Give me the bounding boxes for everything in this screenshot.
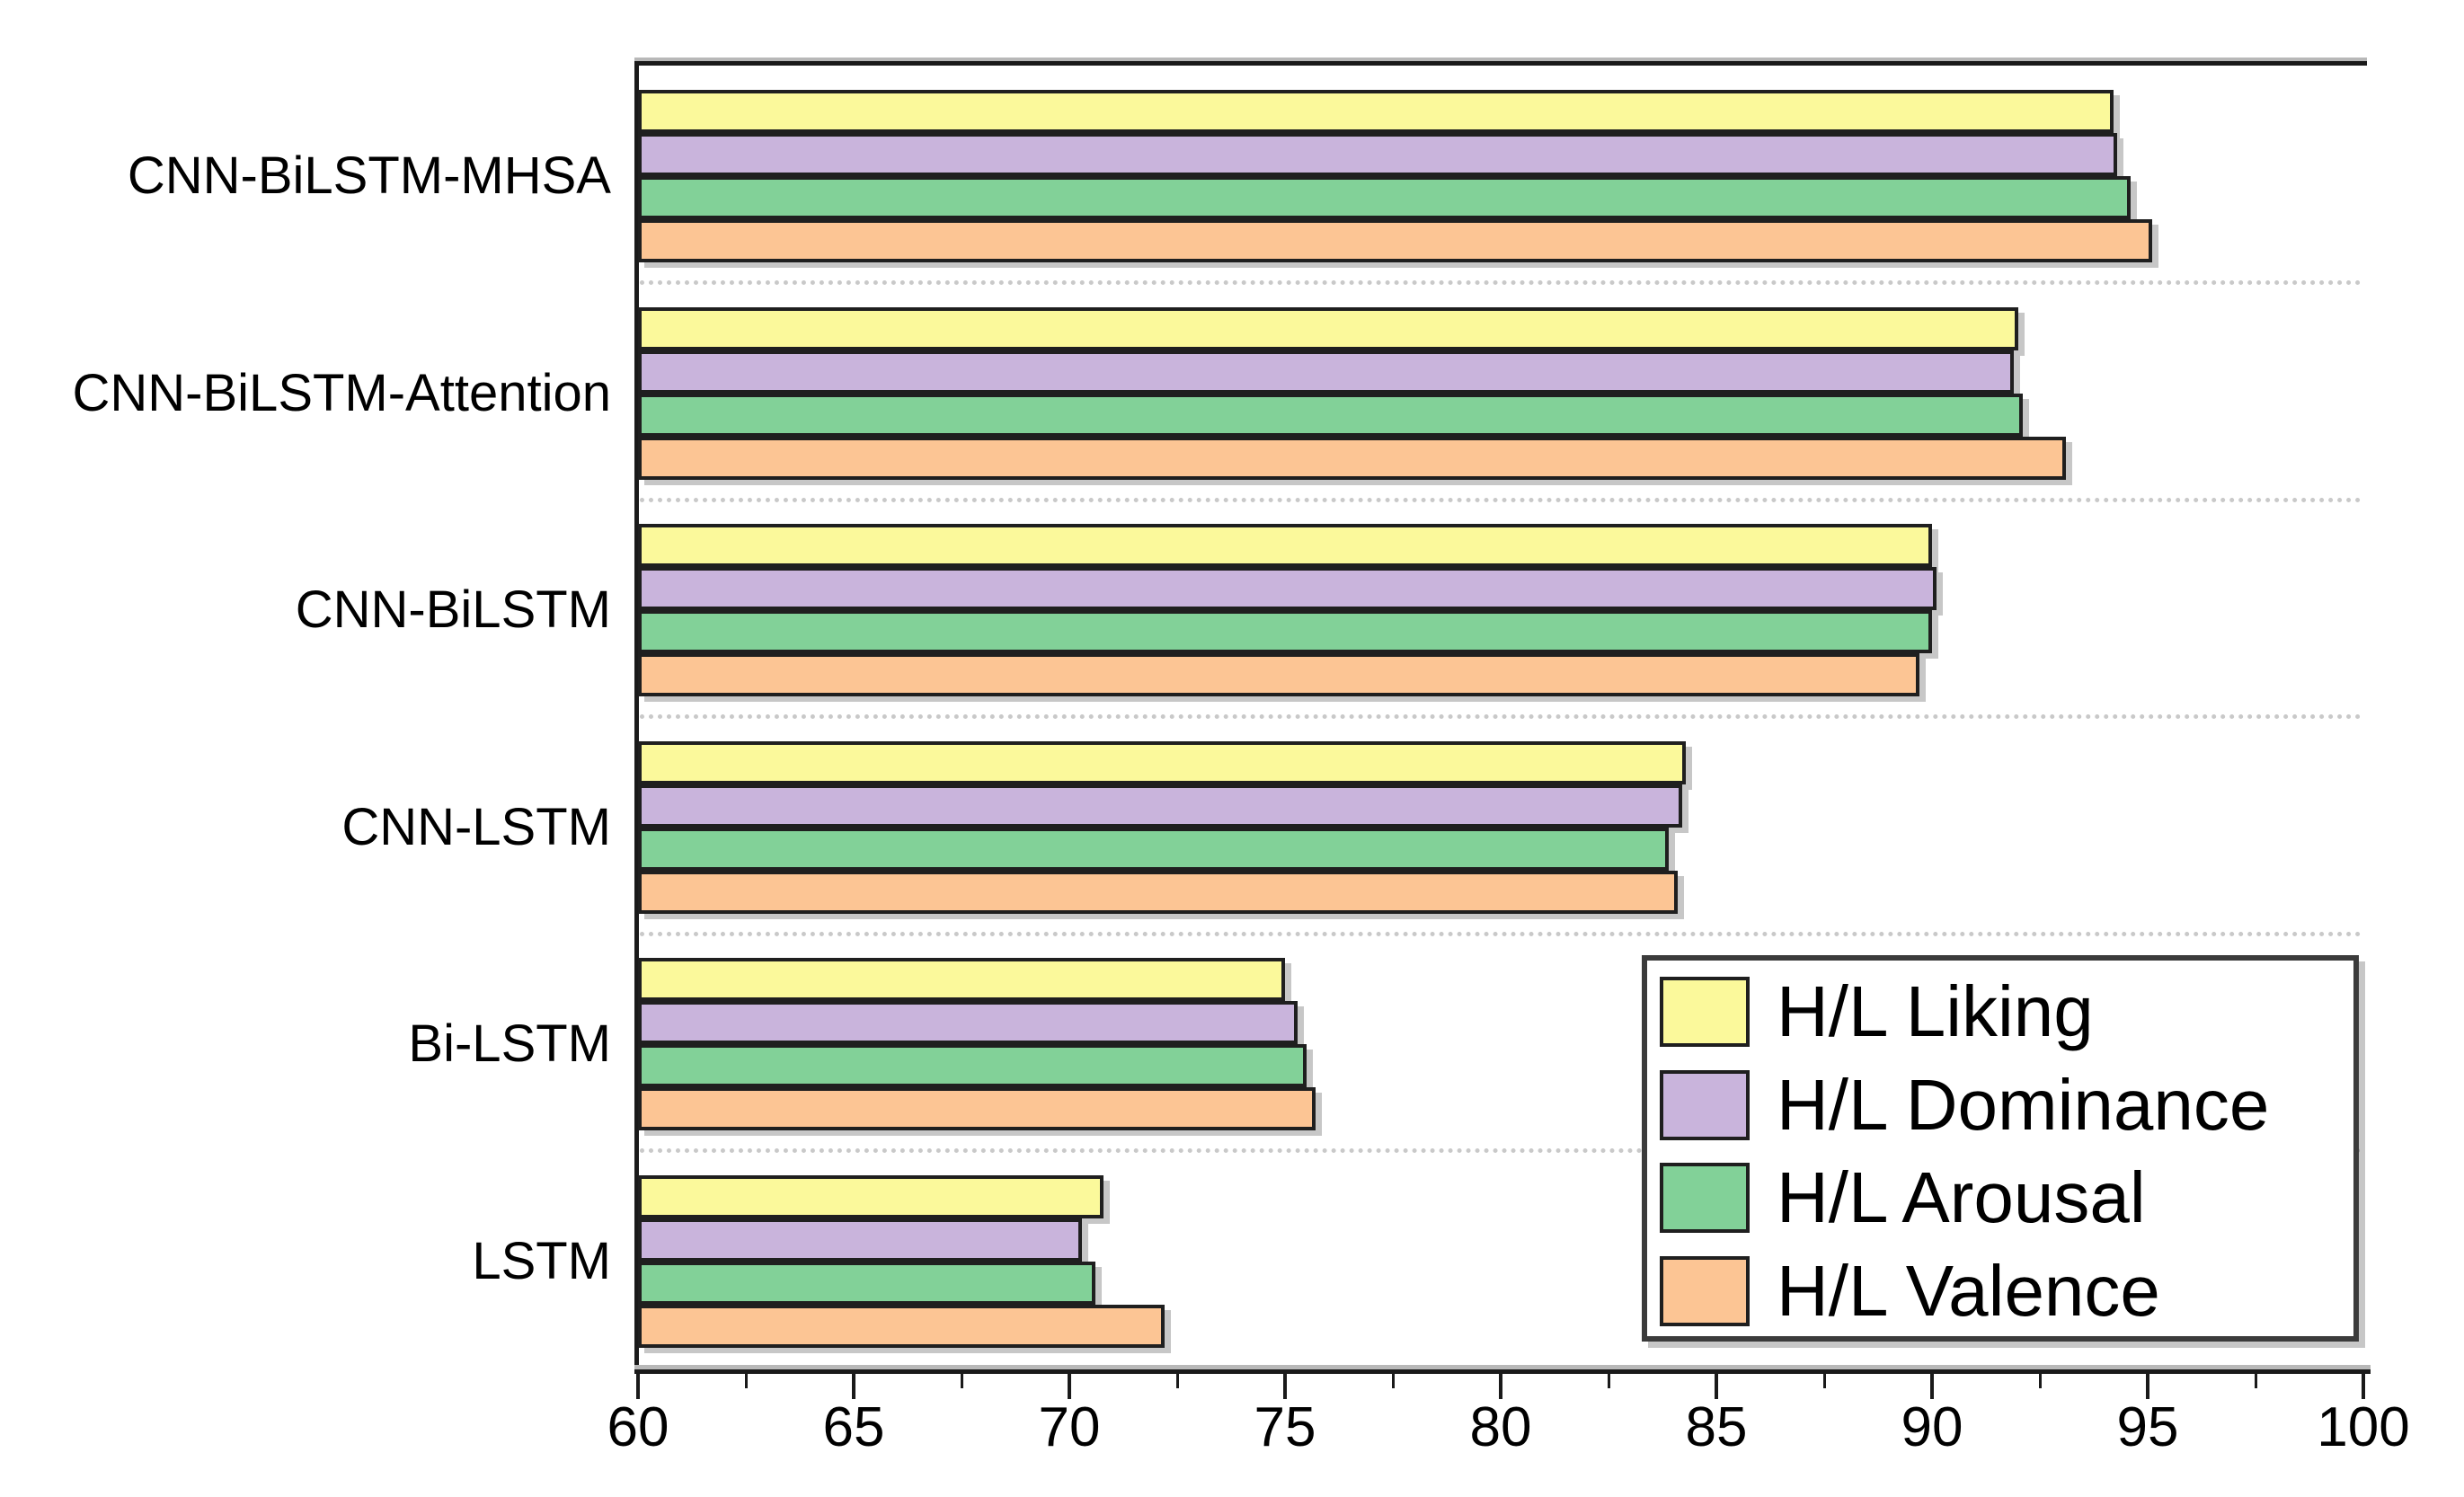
bar-h-l-dominance	[638, 784, 1682, 828]
bar-h-l-liking	[638, 1175, 1103, 1218]
bar-h-l-liking	[638, 90, 2114, 133]
group-separator-dotted-line	[640, 280, 2362, 285]
bar-h-l-dominance	[638, 567, 1937, 610]
x-axis-minor-tick	[1823, 1374, 1826, 1388]
bar-h-l-valence	[638, 653, 1919, 696]
legend-color-swatch	[1660, 1256, 1750, 1326]
x-axis-tick-label: 65	[822, 1396, 885, 1458]
legend-item-label: H/L Liking	[1777, 971, 2094, 1051]
y-axis-line	[634, 61, 639, 1374]
x-axis-tick-label: 85	[1685, 1396, 1748, 1458]
bar-h-l-arousal	[638, 610, 1932, 653]
group-separator-dotted-line	[640, 932, 2362, 936]
y-axis-category-label: LSTM	[472, 1232, 611, 1290]
x-axis-minor-tick	[745, 1374, 748, 1388]
legend-item: H/L Dominance	[1660, 1067, 2269, 1144]
x-axis-tick-label: 95	[2116, 1396, 2179, 1458]
x-axis-major-tick	[1930, 1374, 1934, 1399]
x-axis-major-tick	[636, 1374, 640, 1399]
x-axis-major-tick	[852, 1374, 855, 1399]
y-axis-category-label: CNN-BiLSTM	[295, 580, 611, 639]
bar-h-l-valence	[638, 871, 1678, 914]
bar-h-l-valence	[638, 437, 2066, 480]
bar-h-l-arousal	[638, 828, 1669, 871]
bar-h-l-dominance	[638, 350, 2014, 394]
x-axis-minor-tick	[1392, 1374, 1395, 1388]
plot-top-border-line	[634, 61, 2367, 66]
legend-item: H/L Arousal	[1660, 1159, 2146, 1236]
x-axis-major-tick	[2362, 1374, 2365, 1399]
x-axis-major-tick	[1499, 1374, 1502, 1399]
bar-h-l-dominance	[638, 1218, 1082, 1262]
plot-top-fringe	[634, 58, 2367, 61]
legend-item: H/L Liking	[1660, 973, 2094, 1050]
group-separator-dotted-line	[640, 1148, 2362, 1153]
bar-h-l-arousal	[638, 1262, 1095, 1305]
legend-color-swatch	[1660, 1070, 1750, 1140]
x-axis-minor-tick	[2039, 1374, 2042, 1388]
legend-item-label: H/L Valence	[1777, 1251, 2160, 1331]
bar-h-l-liking	[638, 307, 2018, 350]
bar-h-l-arousal	[638, 176, 2131, 219]
x-axis-line	[634, 1369, 2371, 1374]
x-axis-major-tick	[2146, 1374, 2149, 1399]
x-axis-major-tick	[1068, 1374, 1071, 1399]
x-axis-tick-label: 80	[1469, 1396, 1532, 1458]
group-separator-dotted-line	[640, 714, 2362, 719]
x-axis-tick-label: 90	[1901, 1396, 1963, 1458]
y-axis-category-label: CNN-BiLSTM-Attention	[72, 364, 611, 422]
bar-h-l-liking	[638, 741, 1686, 784]
bar-h-l-valence	[638, 1305, 1165, 1348]
bar-h-l-liking	[638, 958, 1285, 1001]
bar-h-l-valence	[638, 219, 2152, 262]
bar-h-l-arousal	[638, 394, 2023, 437]
x-axis-tick-label: 75	[1254, 1396, 1316, 1458]
bar-h-l-dominance	[638, 1001, 1298, 1044]
bar-h-l-dominance	[638, 133, 2117, 176]
legend-color-swatch	[1660, 977, 1750, 1047]
x-axis-fringe	[634, 1365, 2371, 1369]
y-axis-category-label: CNN-BiLSTM-MHSA	[127, 146, 611, 205]
bar-h-l-arousal	[638, 1044, 1307, 1087]
bar-h-l-liking	[638, 524, 1932, 567]
group-separator-dotted-line	[640, 498, 2362, 502]
legend-color-swatch	[1660, 1163, 1750, 1233]
legend-item: H/L Valence	[1660, 1253, 2160, 1330]
legend-item-label: H/L Arousal	[1777, 1157, 2146, 1237]
y-axis-category-label: Bi-LSTM	[408, 1014, 611, 1073]
x-axis-minor-tick	[1176, 1374, 1179, 1388]
y-axis-category-label: CNN-LSTM	[341, 798, 611, 856]
legend-box: H/L Liking H/L Dominance H/L Arousal H/L Va…	[1642, 955, 2359, 1342]
x-axis-major-tick	[1283, 1374, 1287, 1399]
x-axis-tick-label: 60	[607, 1396, 669, 1458]
bar-h-l-valence	[638, 1087, 1316, 1130]
x-axis-tick-label: 70	[1038, 1396, 1101, 1458]
legend-item-label: H/L Dominance	[1777, 1065, 2270, 1145]
x-axis-tick-label: 100	[2317, 1396, 2410, 1458]
x-axis-minor-tick	[1608, 1374, 1610, 1388]
x-axis-minor-tick	[2255, 1374, 2257, 1388]
x-axis-major-tick	[1715, 1374, 1718, 1399]
x-axis-minor-tick	[961, 1374, 963, 1388]
